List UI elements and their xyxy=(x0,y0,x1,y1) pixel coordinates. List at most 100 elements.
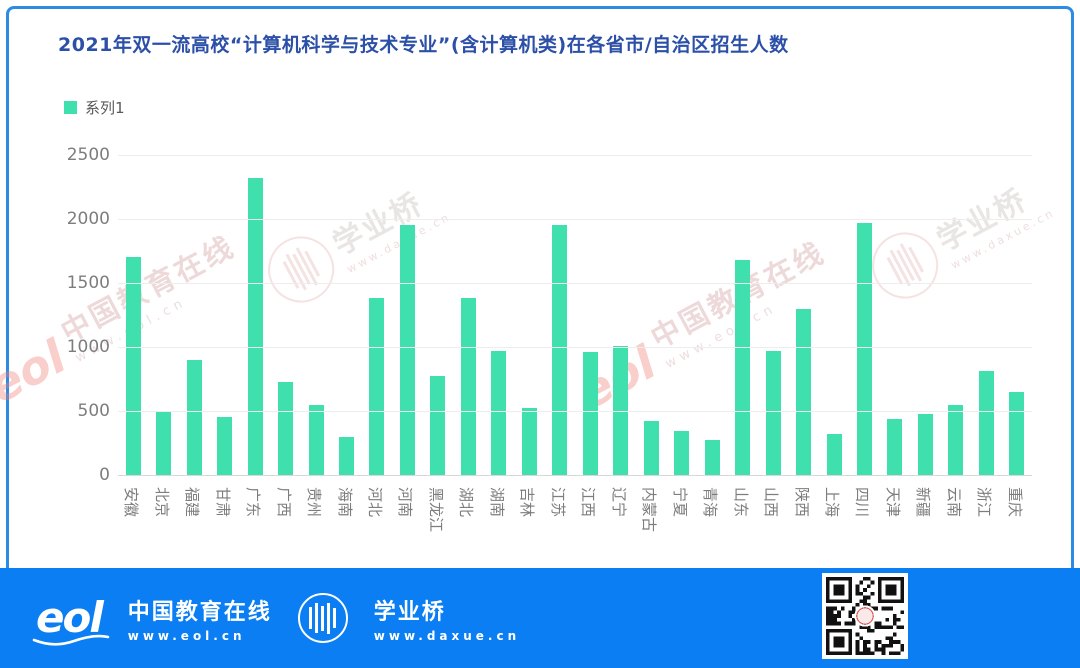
chart-title: 2021年双一流高校“计算机科学与技术专业”(含计算机类)在各省市/自治区招生人… xyxy=(58,34,789,56)
x-slot: 贵州 xyxy=(301,481,331,561)
gridline xyxy=(118,346,1032,348)
x-slot: 安徽 xyxy=(118,481,148,561)
x-tick-label: 安徽 xyxy=(122,487,141,518)
x-slot: 山东 xyxy=(727,481,757,561)
y-tick-label: 500 xyxy=(77,401,110,421)
x-tick-label: 云南 xyxy=(944,487,963,518)
footer-eol-name: 中国教育在线 xyxy=(127,599,272,625)
x-slot: 海南 xyxy=(331,481,361,561)
gridline xyxy=(118,410,1032,412)
x-tick-label: 广东 xyxy=(244,487,263,518)
eol-logo-text: eol xyxy=(36,593,104,642)
x-tick-label: 新疆 xyxy=(914,487,933,518)
eol-logo-icon: eol xyxy=(32,597,110,646)
bar-上海 xyxy=(826,434,842,475)
footer-bridge-seal-icon xyxy=(297,593,348,643)
x-slot: 青海 xyxy=(697,481,727,561)
bar-slot xyxy=(118,155,148,475)
x-slot: 内蒙古 xyxy=(636,481,666,561)
bar-slot xyxy=(1002,155,1032,475)
bar-新疆 xyxy=(917,413,933,475)
x-slot: 四川 xyxy=(849,481,879,561)
bar-四川 xyxy=(856,222,872,475)
footer-bar: eol 中国教育在线 www.eol.cn 学业桥 www.daxue.cn xyxy=(0,568,1080,668)
footer-logos: eol 中国教育在线 www.eol.cn 学业桥 www.daxue.cn xyxy=(32,568,521,668)
footer-bridge-name: 学业桥 xyxy=(373,599,446,625)
x-tick-label: 河南 xyxy=(396,487,415,518)
x-tick-label: 江西 xyxy=(579,487,598,518)
bar-湖北 xyxy=(460,298,476,475)
bar-陕西 xyxy=(796,308,812,475)
page-border-frame xyxy=(6,6,1074,662)
bars-container xyxy=(118,155,1032,475)
x-tick-label: 海南 xyxy=(335,487,354,518)
gridline xyxy=(118,282,1032,284)
qr-code xyxy=(822,573,908,659)
bar-slot xyxy=(270,155,300,475)
x-slot: 江苏 xyxy=(545,481,575,561)
x-tick-label: 福建 xyxy=(183,487,202,518)
x-tick-label: 四川 xyxy=(853,487,872,518)
x-tick-label: 河北 xyxy=(365,487,384,518)
x-tick-label: 宁夏 xyxy=(670,487,689,518)
x-slot: 湖北 xyxy=(453,481,483,561)
bar-江苏 xyxy=(552,225,568,475)
x-tick-label: 江苏 xyxy=(548,487,567,518)
x-tick-label: 湖北 xyxy=(457,487,476,518)
plot-area xyxy=(118,154,1032,476)
bar-slot xyxy=(697,155,727,475)
bar-贵州 xyxy=(308,404,324,475)
bar-slot xyxy=(666,155,696,475)
x-slot: 甘肃 xyxy=(209,481,239,561)
bar-湖南 xyxy=(491,350,507,475)
y-axis: 0 500 1000 1500 2000 2500 xyxy=(55,146,110,484)
x-slot: 福建 xyxy=(179,481,209,561)
x-tick-label: 贵州 xyxy=(305,487,324,518)
x-tick-label: 北京 xyxy=(152,487,171,518)
x-slot: 河北 xyxy=(362,481,392,561)
x-tick-label: 湖南 xyxy=(487,487,506,518)
bar-slot xyxy=(423,155,453,475)
x-slot: 重庆 xyxy=(1002,481,1032,561)
bar-slot xyxy=(849,155,879,475)
bar-甘肃 xyxy=(217,417,233,475)
bar-内蒙古 xyxy=(643,421,659,475)
x-tick-label: 吉林 xyxy=(518,487,537,518)
x-slot: 吉林 xyxy=(514,481,544,561)
x-tick-label: 重庆 xyxy=(1005,487,1024,518)
x-tick-label: 青海 xyxy=(701,487,720,518)
x-tick-label: 辽宁 xyxy=(609,487,628,518)
gridline xyxy=(118,154,1032,156)
bar-宁夏 xyxy=(674,431,690,475)
bar-黑龙江 xyxy=(430,376,446,475)
bar-吉林 xyxy=(521,407,537,475)
y-tick-label: 1000 xyxy=(66,337,110,357)
footer-bridge-url: www.daxue.cn xyxy=(373,628,521,643)
x-tick-label: 陕西 xyxy=(792,487,811,518)
x-slot: 河南 xyxy=(392,481,422,561)
x-tick-label: 天津 xyxy=(883,487,902,518)
x-slot: 黑龙江 xyxy=(423,481,453,561)
bar-天津 xyxy=(887,419,903,475)
x-slot: 北京 xyxy=(148,481,178,561)
y-tick-label: 2500 xyxy=(66,145,110,165)
legend-swatch-icon xyxy=(64,101,77,114)
bar-slot xyxy=(941,155,971,475)
bar-slot xyxy=(819,155,849,475)
y-tick-label: 0 xyxy=(99,465,110,485)
bar-slot xyxy=(179,155,209,475)
bar-slot xyxy=(910,155,940,475)
x-tick-label: 甘肃 xyxy=(213,487,232,518)
bar-广西 xyxy=(278,381,294,475)
bar-河北 xyxy=(369,298,385,475)
bar-slot xyxy=(514,155,544,475)
x-slot: 宁夏 xyxy=(666,481,696,561)
x-slot: 天津 xyxy=(880,481,910,561)
x-tick-label: 内蒙古 xyxy=(640,487,659,533)
x-slot: 广西 xyxy=(270,481,300,561)
x-tick-label: 山东 xyxy=(731,487,750,518)
x-slot: 陕西 xyxy=(788,481,818,561)
x-tick-label: 浙江 xyxy=(975,487,994,518)
bar-海南 xyxy=(339,436,355,475)
x-slot: 江西 xyxy=(575,481,605,561)
